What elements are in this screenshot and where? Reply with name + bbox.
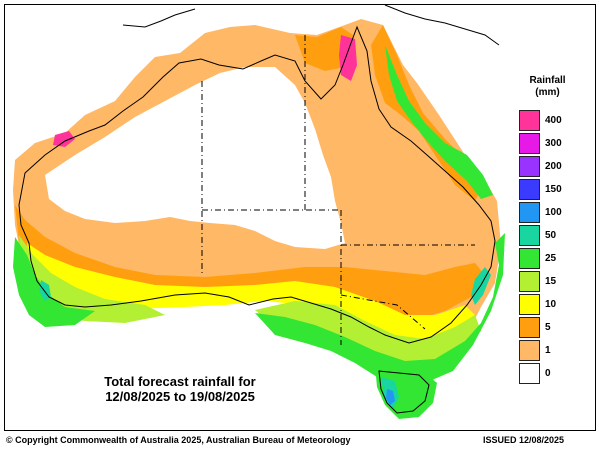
footer: © Copyright Commonwealth of Australia 20… [6, 435, 594, 449]
legend-label-400: 400 [545, 115, 562, 126]
legend-label-50: 50 [545, 230, 557, 241]
legend-swatch-1 [519, 340, 540, 361]
legend-label-1: 1 [545, 345, 551, 356]
coastline [18, 25, 496, 344]
rain-band-10mm [27, 243, 475, 345]
legend-label-5: 5 [545, 322, 551, 333]
rain-band-25mm-southwest [13, 237, 95, 327]
timor-outline [122, 8, 196, 28]
rainfall-map [13, 5, 505, 419]
legend-swatch-200 [519, 156, 540, 177]
rain-band-400mm-kimberley [53, 131, 75, 147]
legend-swatch-300 [519, 133, 540, 154]
tasmania-outline [378, 370, 430, 414]
caption-line1: Total forecast rainfall for [104, 374, 256, 389]
legend-title: Rainfall [529, 75, 566, 86]
legend-swatch-10 [519, 294, 540, 315]
rain-band-400mm-cape-york [339, 35, 357, 81]
legend-swatch-15 [519, 271, 540, 292]
legend: Rainfall (mm) 400 300 200 150 100 50 25 15 10 5 1 0 [505, 75, 590, 395]
legend-label-100: 100 [545, 207, 562, 218]
copyright-text: © Copyright Commonwealth of Australia 20… [6, 435, 351, 445]
legend-swatch-400 [519, 110, 540, 131]
caption-line2: 12/08/2025 to 19/08/2025 [105, 389, 255, 404]
rain-band-0mm-interior [45, 67, 345, 249]
rain-band-25mm-southeast [255, 233, 505, 387]
legend-swatch-150 [519, 179, 540, 200]
rain-band-25mm-east-coast [385, 45, 493, 199]
legend-swatch-25 [519, 248, 540, 269]
legend-label-25: 25 [545, 253, 557, 264]
legend-swatch-50 [519, 225, 540, 246]
map-caption: Total forecast rainfall for 12/08/2025 t… [70, 374, 290, 404]
legend-swatch-0 [519, 363, 540, 384]
legend-swatch-5 [519, 317, 540, 338]
new-guinea-outline [384, 5, 500, 46]
legend-label-200: 200 [545, 161, 562, 172]
legend-label-150: 150 [545, 184, 562, 195]
legend-swatch-100 [519, 202, 540, 223]
legend-label-0: 0 [545, 368, 551, 379]
rain-band-15mm [19, 235, 481, 377]
rain-band-5mm-north [295, 27, 353, 71]
issued-date: ISSUED 12/08/2025 [482, 435, 564, 445]
legend-unit: (mm) [535, 87, 560, 98]
rain-band-100mm-tasmania [386, 389, 395, 405]
state-borders [201, 35, 475, 345]
legend-label-15: 15 [545, 276, 557, 287]
legend-label-300: 300 [545, 138, 562, 149]
legend-label-10: 10 [545, 299, 557, 310]
